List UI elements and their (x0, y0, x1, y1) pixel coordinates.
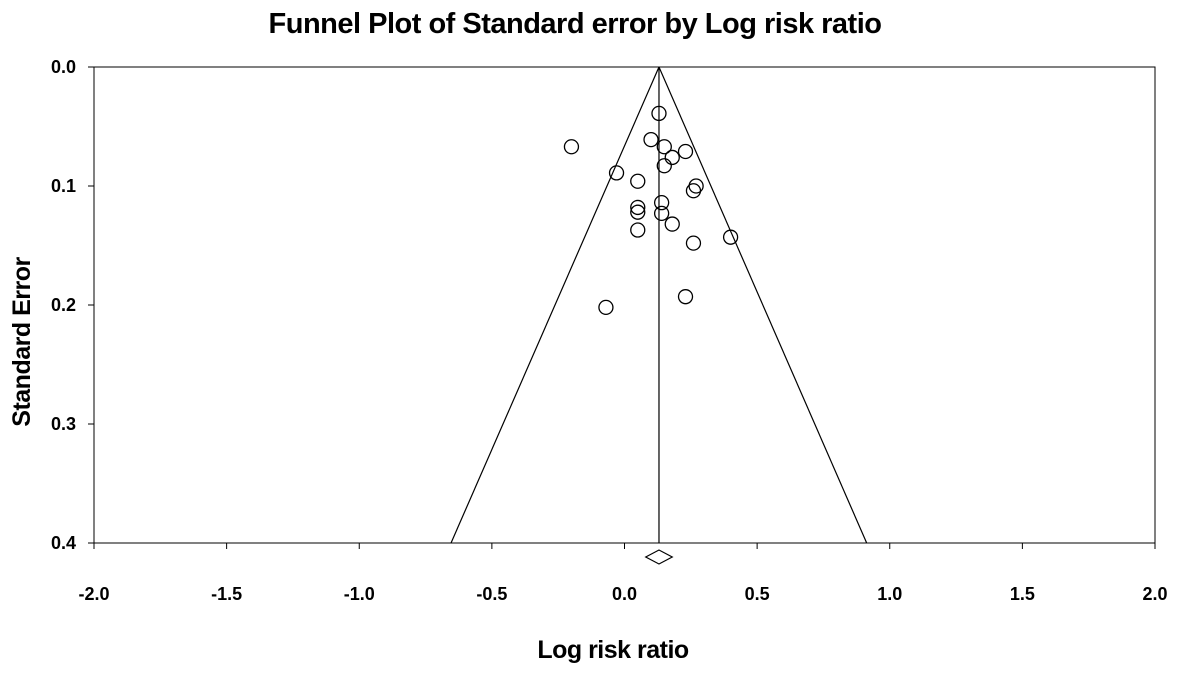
summary-diamond (644, 549, 674, 565)
y-tick-label: 0.2 (51, 295, 76, 315)
x-tick-label: 1.0 (877, 584, 902, 604)
x-axis: -2.0 -1.5 -1.0 -0.5 0.0 0.5 1.0 1.5 2.0 (78, 543, 1168, 604)
y-axis: 0.0 0.1 0.2 0.3 0.4 (51, 57, 94, 553)
study-point (563, 139, 580, 155)
y-axis-title: Standard Error (8, 257, 36, 427)
study-point (630, 222, 646, 238)
y-tick-label: 0.3 (51, 414, 76, 434)
funnel-layer (450, 66, 868, 565)
x-axis-title: Log risk ratio (537, 636, 689, 664)
x-tick-label: -2.0 (78, 584, 109, 604)
study-point (630, 204, 646, 220)
funnel-right-line (658, 66, 868, 544)
study-point (677, 289, 694, 305)
y-tick-label: 0.1 (51, 176, 76, 196)
study-point (643, 131, 659, 148)
study-point (608, 165, 625, 181)
study-point (653, 205, 670, 222)
y-tick-label: 0.0 (51, 57, 76, 77)
x-tick-label: 0.0 (612, 584, 637, 604)
study-point (722, 229, 739, 245)
x-tick-label: 0.5 (745, 584, 770, 604)
study-point (685, 183, 702, 199)
study-point (656, 139, 672, 155)
study-point (630, 173, 646, 189)
x-tick-label: 2.0 (1142, 584, 1167, 604)
study-point (685, 235, 702, 251)
study-point (653, 195, 670, 211)
chart-title: Funnel Plot of Standard error by Log ris… (268, 8, 882, 40)
study-point (630, 199, 646, 216)
points-layer (563, 105, 739, 316)
funnel-left-line (450, 66, 660, 544)
x-tick-label: 1.5 (1010, 584, 1035, 604)
x-tick-label: -1.0 (344, 584, 375, 604)
study-point (656, 158, 672, 174)
x-tick-label: -0.5 (476, 584, 507, 604)
study-point (664, 149, 680, 166)
study-point (651, 105, 667, 122)
x-tick-label: -1.5 (211, 584, 242, 604)
study-point (598, 299, 614, 316)
study-point (677, 143, 694, 160)
study-point (664, 216, 680, 232)
plot-area-frame (93, 66, 1156, 544)
y-tick-label: 0.4 (51, 533, 76, 553)
